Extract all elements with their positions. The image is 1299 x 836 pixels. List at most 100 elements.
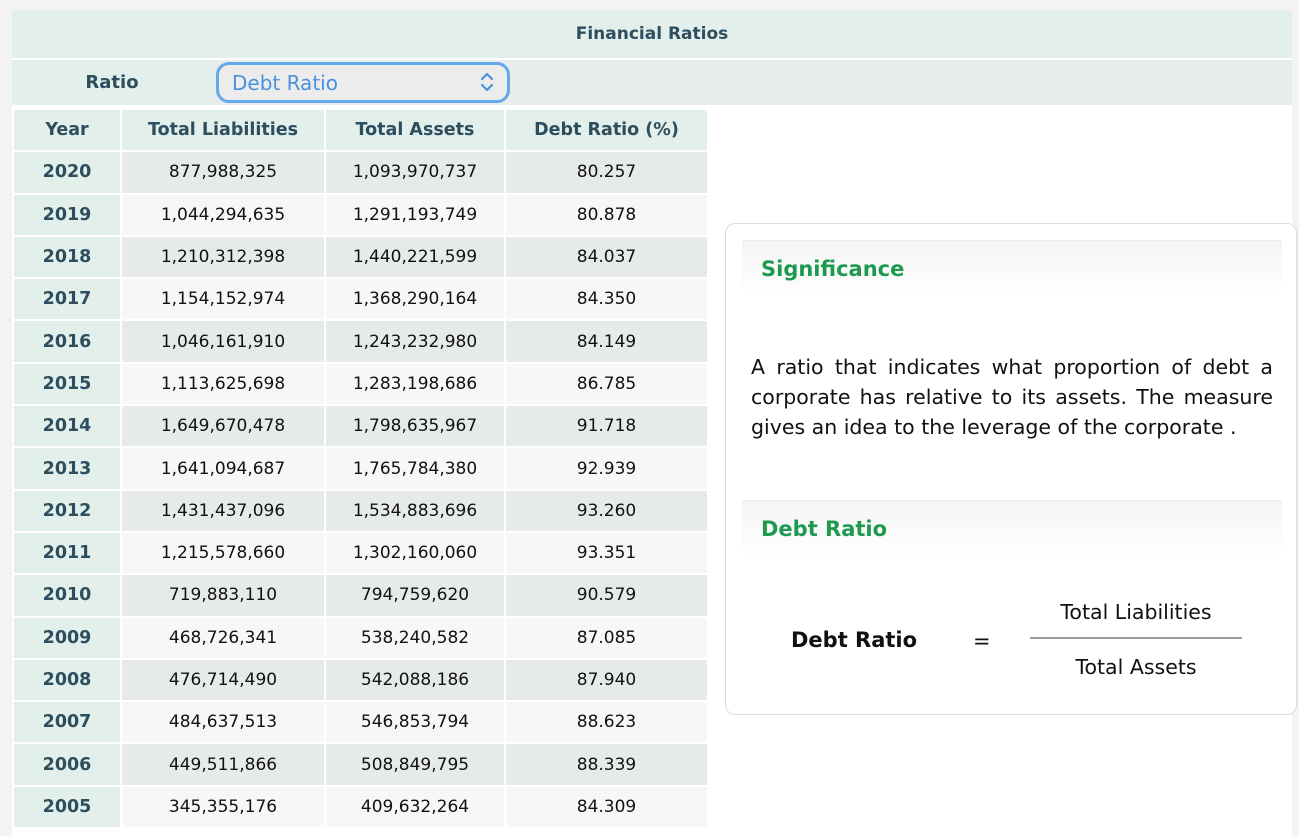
table-row: 2016 1,046,161,910 1,243,232,980 84.149 bbox=[14, 321, 709, 364]
total-assets-cell: 1,534,883,696 bbox=[326, 490, 506, 533]
total-assets-cell: 1,283,198,686 bbox=[326, 363, 506, 407]
table-row: 2008 476,714,490 542,088,186 87.940 bbox=[14, 659, 709, 703]
debt-ratio-cell: 91.718 bbox=[506, 406, 709, 449]
total-assets-cell: 1,243,232,980 bbox=[326, 321, 506, 364]
ratio-dropdown-value: Debt Ratio bbox=[232, 70, 338, 95]
total-assets-cell: 1,291,193,749 bbox=[326, 194, 506, 237]
year-cell: 2005 bbox=[14, 786, 122, 830]
total-liabilities-cell: 1,641,094,687 bbox=[122, 448, 326, 491]
debt-ratio-cell: 80.878 bbox=[506, 194, 709, 237]
total-liabilities-cell: 1,154,152,974 bbox=[122, 279, 326, 322]
table-body: 2020 877,988,325 1,093,970,737 80.257 2019 1,… bbox=[14, 152, 709, 830]
year-cell: 2017 bbox=[14, 279, 122, 322]
total-liabilities-cell: 449,511,866 bbox=[122, 744, 326, 787]
column-header-year: Year bbox=[14, 110, 122, 153]
total-liabilities-cell: 1,113,625,698 bbox=[122, 363, 326, 407]
debt-ratio-cell: 92.939 bbox=[506, 448, 709, 491]
formula-heading: Debt Ratio bbox=[742, 500, 1282, 556]
column-header-total-liabilities: Total Liabilities bbox=[122, 110, 326, 153]
debt-ratio-cell: 84.149 bbox=[506, 321, 709, 364]
formula-denominator: Total Assets bbox=[1075, 655, 1197, 679]
year-cell: 2009 bbox=[14, 617, 122, 660]
debt-ratio-cell: 84.309 bbox=[506, 786, 709, 830]
ratio-data-table: Year Total Liabilities Total Assets Debt… bbox=[14, 110, 709, 830]
year-cell: 2007 bbox=[14, 702, 122, 745]
debt-ratio-cell: 86.785 bbox=[506, 363, 709, 407]
total-assets-cell: 794,759,620 bbox=[326, 575, 506, 618]
year-cell: 2018 bbox=[14, 236, 122, 280]
total-liabilities-cell: 719,883,110 bbox=[122, 575, 326, 618]
total-assets-cell: 1,368,290,164 bbox=[326, 279, 506, 322]
debt-ratio-cell: 93.351 bbox=[506, 532, 709, 576]
year-cell: 2013 bbox=[14, 448, 122, 491]
total-assets-cell: 508,849,795 bbox=[326, 744, 506, 787]
table-row: 2017 1,154,152,974 1,368,290,164 84.350 bbox=[14, 279, 709, 322]
total-assets-cell: 1,765,784,380 bbox=[326, 448, 506, 491]
table-row: 2019 1,044,294,635 1,291,193,749 80.878 bbox=[14, 194, 709, 237]
debt-ratio-cell: 88.623 bbox=[506, 702, 709, 745]
total-liabilities-cell: 468,726,341 bbox=[122, 617, 326, 660]
debt-ratio-cell: 87.085 bbox=[506, 617, 709, 660]
column-header-total-assets: Total Assets bbox=[326, 110, 506, 153]
year-cell: 2010 bbox=[14, 575, 122, 618]
total-assets-cell: 1,798,635,967 bbox=[326, 406, 506, 449]
table-row: 2012 1,431,437,096 1,534,883,696 93.260 bbox=[14, 490, 709, 533]
year-cell: 2019 bbox=[14, 194, 122, 237]
year-cell: 2014 bbox=[14, 406, 122, 449]
total-liabilities-cell: 877,988,325 bbox=[122, 152, 326, 195]
table-row: 2020 877,988,325 1,093,970,737 80.257 bbox=[14, 152, 709, 195]
total-assets-cell: 538,240,582 bbox=[326, 617, 506, 660]
info-card: Significance A ratio that indicates what… bbox=[725, 223, 1297, 715]
year-cell: 2012 bbox=[14, 490, 122, 533]
year-cell: 2015 bbox=[14, 363, 122, 407]
chevron-up-down-icon bbox=[480, 72, 494, 92]
total-assets-cell: 409,632,264 bbox=[326, 786, 506, 830]
year-cell: 2011 bbox=[14, 532, 122, 576]
debt-ratio-cell: 84.350 bbox=[506, 279, 709, 322]
total-assets-cell: 542,088,186 bbox=[326, 659, 506, 703]
total-liabilities-cell: 1,044,294,635 bbox=[122, 194, 326, 237]
total-assets-cell: 1,093,970,737 bbox=[326, 152, 506, 195]
total-liabilities-cell: 1,210,312,398 bbox=[122, 236, 326, 280]
debt-ratio-cell: 90.579 bbox=[506, 575, 709, 618]
table-row: 2018 1,210,312,398 1,440,221,599 84.037 bbox=[14, 236, 709, 280]
ratio-label: Ratio bbox=[12, 60, 212, 105]
table-row: 2010 719,883,110 794,759,620 90.579 bbox=[14, 575, 709, 618]
year-cell: 2020 bbox=[14, 152, 122, 195]
total-assets-cell: 1,302,160,060 bbox=[326, 532, 506, 576]
debt-ratio-cell: 80.257 bbox=[506, 152, 709, 195]
debt-ratio-cell: 87.940 bbox=[506, 659, 709, 703]
ratio-selector-row: Ratio Debt Ratio bbox=[12, 60, 1292, 105]
table-row: 2009 468,726,341 538,240,582 87.085 bbox=[14, 617, 709, 660]
table-row: 2015 1,113,625,698 1,283,198,686 86.785 bbox=[14, 363, 709, 407]
year-cell: 2016 bbox=[14, 321, 122, 364]
formula-equals-sign: = bbox=[973, 629, 991, 653]
formula-numerator: Total Liabilities bbox=[1060, 600, 1212, 624]
table-row: 2014 1,649,670,478 1,798,635,967 91.718 bbox=[14, 406, 709, 449]
total-liabilities-cell: 1,215,578,660 bbox=[122, 532, 326, 576]
table-row: 2005 345,355,176 409,632,264 84.309 bbox=[14, 786, 709, 830]
ratio-dropdown[interactable]: Debt Ratio bbox=[216, 62, 510, 103]
table-row: 2007 484,637,513 546,853,794 88.623 bbox=[14, 702, 709, 745]
page-title: Financial Ratios bbox=[12, 10, 1292, 58]
total-liabilities-cell: 1,046,161,910 bbox=[122, 321, 326, 364]
formula-name: Debt Ratio bbox=[791, 628, 918, 652]
significance-text: A ratio that indicates what proportion o… bbox=[751, 355, 1273, 439]
debt-ratio-cell: 93.260 bbox=[506, 490, 709, 533]
table-row: 2013 1,641,094,687 1,765,784,380 92.939 bbox=[14, 448, 709, 491]
total-assets-cell: 546,853,794 bbox=[326, 702, 506, 745]
total-assets-cell: 1,440,221,599 bbox=[326, 236, 506, 280]
year-cell: 2006 bbox=[14, 744, 122, 787]
total-liabilities-cell: 484,637,513 bbox=[122, 702, 326, 745]
column-header-debt-ratio: Debt Ratio (%) bbox=[506, 110, 709, 153]
total-liabilities-cell: 476,714,490 bbox=[122, 659, 326, 703]
total-liabilities-cell: 1,431,437,096 bbox=[122, 490, 326, 533]
total-liabilities-cell: 345,355,176 bbox=[122, 786, 326, 830]
table-header-row: Year Total Liabilities Total Assets Debt… bbox=[14, 110, 709, 153]
fraction-bar bbox=[1030, 637, 1242, 639]
total-liabilities-cell: 1,649,670,478 bbox=[122, 406, 326, 449]
significance-heading: Significance bbox=[742, 240, 1282, 296]
table-row: 2011 1,215,578,660 1,302,160,060 93.351 bbox=[14, 532, 709, 576]
table-row: 2006 449,511,866 508,849,795 88.339 bbox=[14, 744, 709, 787]
debt-ratio-cell: 88.339 bbox=[506, 744, 709, 787]
